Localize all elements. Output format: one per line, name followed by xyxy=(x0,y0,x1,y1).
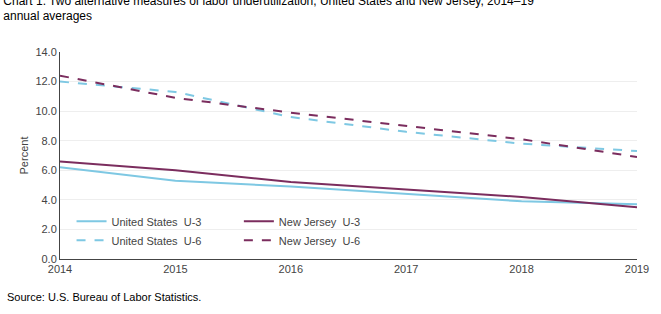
svg-text:Percent: Percent xyxy=(18,137,30,175)
svg-text:Source: U.S. Bureau of Labor S: Source: U.S. Bureau of Labor Statistics. xyxy=(7,291,201,303)
svg-text:6.0: 6.0 xyxy=(42,164,57,176)
svg-text:2018: 2018 xyxy=(509,263,533,275)
svg-text:2017: 2017 xyxy=(394,263,418,275)
svg-text:2019: 2019 xyxy=(625,263,649,275)
svg-text:4.0: 4.0 xyxy=(42,194,57,206)
svg-text:2015: 2015 xyxy=(163,263,187,275)
svg-text:2.0: 2.0 xyxy=(42,223,57,235)
svg-text:2016: 2016 xyxy=(279,263,303,275)
svg-text:12.0: 12.0 xyxy=(35,75,56,87)
svg-text:2014: 2014 xyxy=(48,263,72,275)
svg-text:New Jersey U-6: New Jersey U-6 xyxy=(279,235,360,247)
svg-text:United States U-3: United States U-3 xyxy=(112,216,202,228)
svg-text:0.0: 0.0 xyxy=(42,253,57,265)
svg-text:10.0: 10.0 xyxy=(35,105,56,117)
svg-text:8.0: 8.0 xyxy=(42,135,57,147)
svg-text:United States U-6: United States U-6 xyxy=(112,235,202,247)
svg-text:Chart 1. Two alternative measu: Chart 1. Two alternative measures of lab… xyxy=(3,0,534,23)
svg-text:New Jersey U-3: New Jersey U-3 xyxy=(279,216,360,228)
svg-text:14.0: 14.0 xyxy=(35,46,56,58)
